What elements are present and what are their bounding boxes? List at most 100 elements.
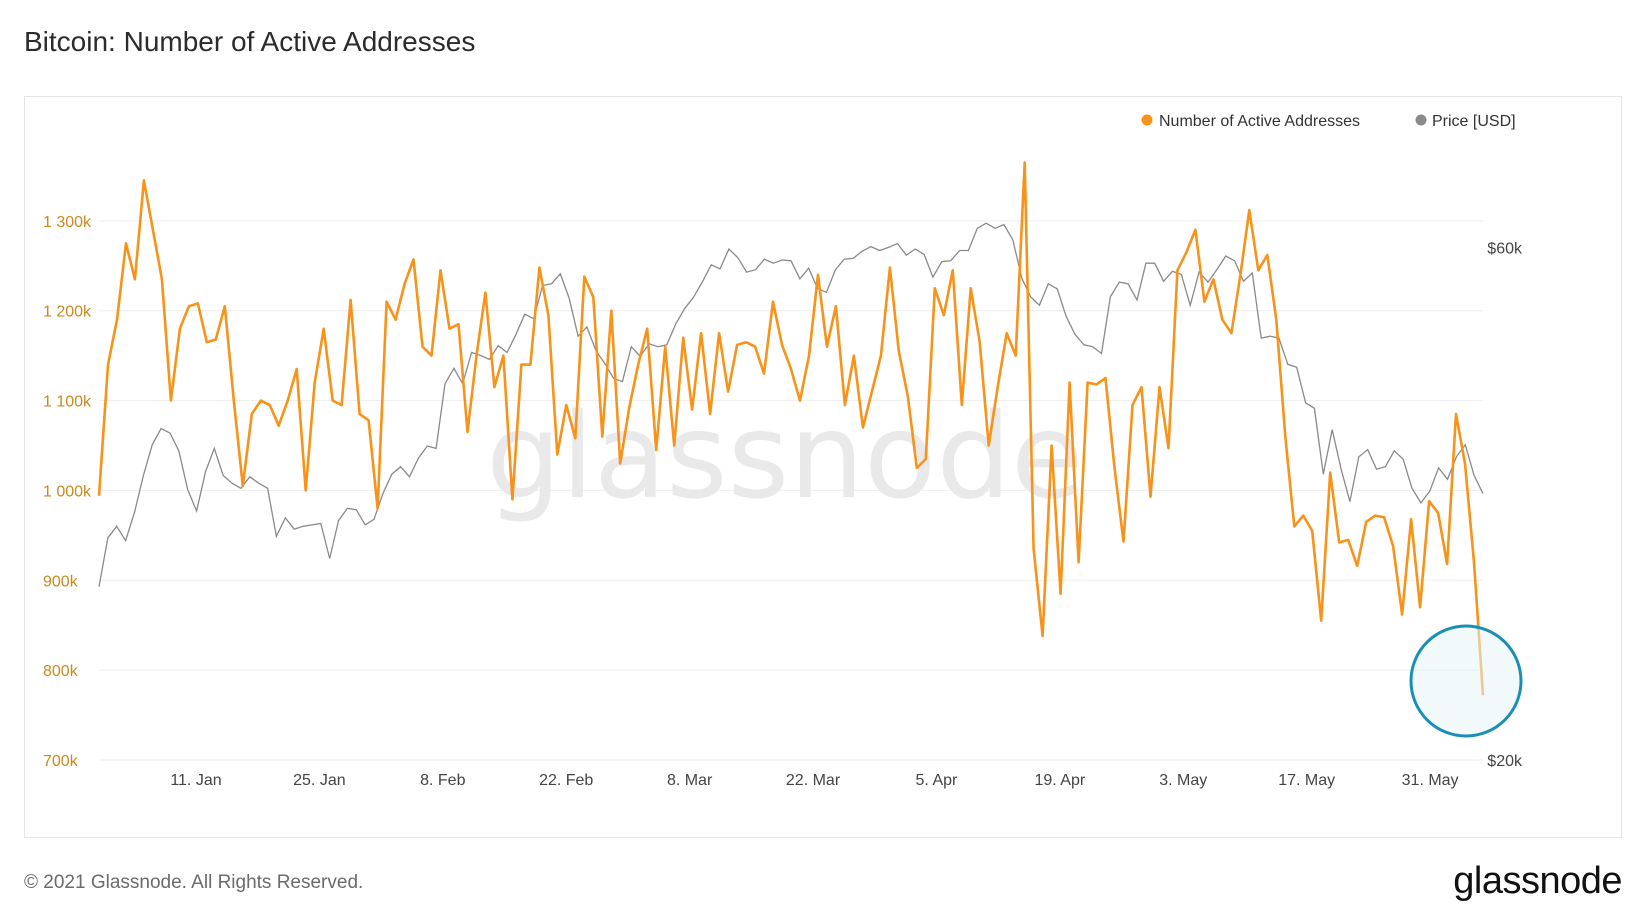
point-price[interactable] <box>1055 287 1059 291</box>
point-price[interactable] <box>159 427 163 431</box>
point-price[interactable] <box>434 446 438 450</box>
point-price[interactable] <box>1242 279 1246 283</box>
point-price[interactable] <box>1046 282 1050 286</box>
point-active-addresses[interactable] <box>1337 540 1342 545</box>
point-active-addresses[interactable] <box>1085 380 1090 385</box>
point-price[interactable] <box>1091 345 1095 349</box>
point-price[interactable] <box>1268 334 1272 338</box>
point-price[interactable] <box>1286 362 1290 366</box>
point-active-addresses[interactable] <box>375 506 380 511</box>
point-active-addresses[interactable] <box>1193 227 1198 232</box>
point-price[interactable] <box>1446 477 1450 481</box>
legend-label-price[interactable]: Price [USD] <box>1432 113 1516 130</box>
point-active-addresses[interactable] <box>438 268 443 273</box>
point-price[interactable] <box>984 221 988 225</box>
point-active-addresses[interactable] <box>735 342 740 347</box>
point-active-addresses[interactable] <box>1103 376 1108 381</box>
point-price[interactable] <box>239 486 243 490</box>
point-active-addresses[interactable] <box>348 297 353 302</box>
point-price[interactable] <box>115 524 119 528</box>
point-price[interactable] <box>1259 336 1263 340</box>
point-active-addresses[interactable] <box>600 434 605 439</box>
point-price[interactable] <box>1197 270 1201 274</box>
point-active-addresses[interactable] <box>1094 382 1099 387</box>
point-active-addresses[interactable] <box>717 331 722 336</box>
point-active-addresses[interactable] <box>1283 434 1288 439</box>
point-price[interactable] <box>266 486 270 490</box>
point-active-addresses[interactable] <box>510 497 515 502</box>
point-active-addresses[interactable] <box>1310 528 1315 533</box>
point-active-addresses[interactable] <box>824 344 829 349</box>
point-price[interactable] <box>1100 352 1104 356</box>
point-price[interactable] <box>798 277 802 281</box>
point-price[interactable] <box>1330 428 1334 432</box>
point-price[interactable] <box>878 249 882 253</box>
point-price[interactable] <box>1029 295 1033 299</box>
point-price[interactable] <box>408 475 412 479</box>
point-price[interactable] <box>789 259 793 263</box>
point-active-addresses[interactable] <box>168 398 173 403</box>
point-price[interactable] <box>1277 336 1281 340</box>
point-price[interactable] <box>1073 332 1077 336</box>
point-active-addresses[interactable] <box>1220 317 1225 322</box>
point-price[interactable] <box>709 263 713 267</box>
point-price[interactable] <box>718 267 722 271</box>
point-active-addresses[interactable] <box>1292 524 1297 529</box>
point-price[interactable] <box>825 290 829 294</box>
point-price[interactable] <box>647 342 651 346</box>
point-price[interactable] <box>1410 486 1414 490</box>
point-active-addresses[interactable] <box>842 403 847 408</box>
point-active-addresses[interactable] <box>312 380 317 385</box>
point-price[interactable] <box>1126 282 1130 286</box>
point-active-addresses[interactable] <box>1400 612 1405 617</box>
point-active-addresses[interactable] <box>708 412 713 417</box>
point-active-addresses[interactable] <box>519 362 524 367</box>
point-active-addresses[interactable] <box>1472 560 1477 565</box>
point-price[interactable] <box>1082 343 1086 347</box>
point-price[interactable] <box>833 268 837 272</box>
point-price[interactable] <box>594 349 598 353</box>
point-price[interactable] <box>381 492 385 496</box>
point-active-addresses[interactable] <box>1031 546 1036 551</box>
point-price[interactable] <box>656 345 660 349</box>
point-price[interactable] <box>177 449 181 453</box>
point-active-addresses[interactable] <box>1391 544 1396 549</box>
point-price[interactable] <box>319 522 323 526</box>
point-active-addresses[interactable] <box>1022 160 1027 165</box>
point-active-addresses[interactable] <box>645 326 650 331</box>
point-active-addresses[interactable] <box>1247 208 1252 213</box>
point-active-addresses[interactable] <box>186 304 191 309</box>
point-active-addresses[interactable] <box>1049 443 1054 448</box>
point-price[interactable] <box>1144 261 1148 265</box>
point-price[interactable] <box>1162 279 1166 283</box>
point-active-addresses[interactable] <box>402 281 407 286</box>
point-active-addresses[interactable] <box>1301 513 1306 518</box>
point-active-addresses[interactable] <box>429 353 434 358</box>
point-price[interactable] <box>390 472 394 476</box>
point-price[interactable] <box>1020 276 1024 280</box>
point-price[interactable] <box>186 488 190 492</box>
point-active-addresses[interactable] <box>474 353 479 358</box>
point-active-addresses[interactable] <box>1076 560 1081 565</box>
point-price[interactable] <box>851 256 855 260</box>
point-price[interactable] <box>124 539 128 543</box>
point-active-addresses[interactable] <box>1436 510 1441 515</box>
point-active-addresses[interactable] <box>1409 517 1414 522</box>
point-active-addresses[interactable] <box>447 326 452 331</box>
point-active-addresses[interactable] <box>816 272 821 277</box>
point-active-addresses[interactable] <box>330 398 335 403</box>
point-price[interactable] <box>1002 223 1006 227</box>
point-price[interactable] <box>479 353 483 357</box>
point-active-addresses[interactable] <box>789 367 794 372</box>
point-active-addresses[interactable] <box>537 265 542 270</box>
point-price[interactable] <box>1295 365 1299 369</box>
point-price[interactable] <box>505 351 509 355</box>
point-active-addresses[interactable] <box>591 295 596 300</box>
point-active-addresses[interactable] <box>1211 277 1216 282</box>
point-active-addresses[interactable] <box>986 443 991 448</box>
point-price[interactable] <box>470 351 474 355</box>
point-active-addresses[interactable] <box>384 299 389 304</box>
point-price[interactable] <box>1312 406 1316 410</box>
point-active-addresses[interactable] <box>492 385 497 390</box>
point-price[interactable] <box>1153 261 1157 265</box>
